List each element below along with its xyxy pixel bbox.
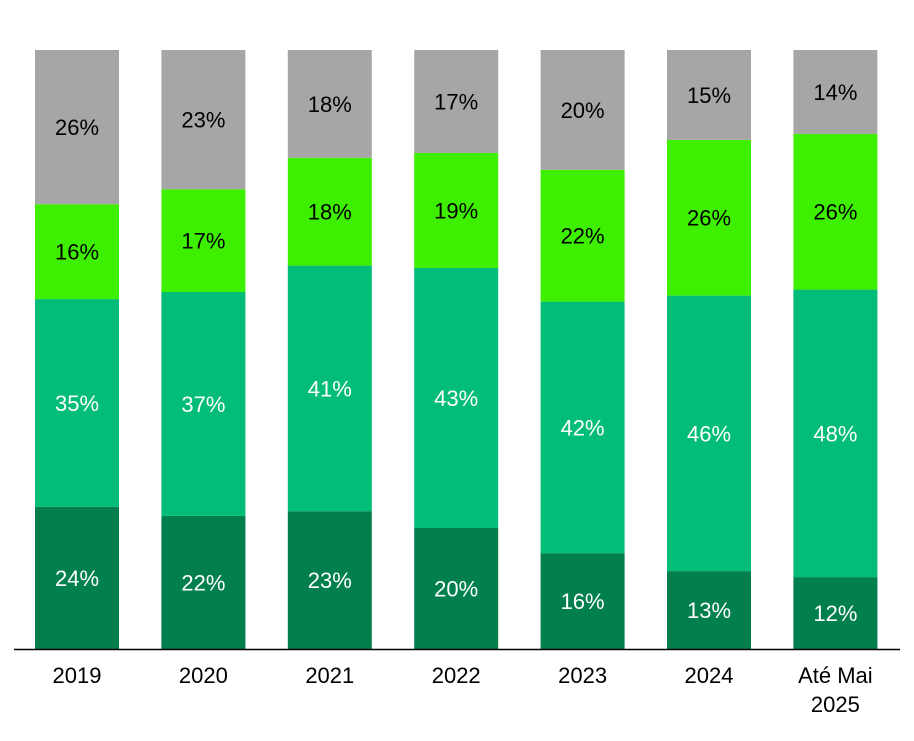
bar-segment: [287, 511, 372, 649]
data-label: 35%: [55, 391, 99, 416]
bar-segment: [35, 299, 119, 507]
x-tick-label: Até Mai: [798, 663, 873, 688]
bar-segment: [287, 157, 372, 266]
data-labels: 24% 35% 16% 26% 22% 37% 17% 23% 23% 41% 18% 18% 20% 4…: [55, 80, 857, 626]
bar-segment: [540, 50, 625, 170]
bar-segment: [793, 577, 878, 649]
x-tick-label: 2021: [305, 663, 354, 688]
data-label: 16%: [55, 240, 99, 265]
data-label: 20%: [434, 577, 478, 602]
data-label: 26%: [813, 200, 857, 225]
bar-segment: [793, 289, 878, 578]
data-label: 19%: [434, 198, 478, 223]
x-tick-label: 2020: [179, 663, 228, 688]
data-label: 22%: [561, 224, 605, 249]
data-label: 15%: [687, 83, 731, 108]
x-tick-label: 2019: [53, 663, 102, 688]
bar-segment: [287, 50, 372, 158]
data-label: 41%: [308, 376, 352, 401]
data-label: 16%: [561, 589, 605, 614]
bar-segment: [35, 50, 119, 205]
x-axis-tick-labels: 2019 2020 2021 2022 2023 2024 Até Mai 2025: [53, 663, 873, 717]
data-label: 17%: [434, 89, 478, 114]
bar-segment: [667, 50, 751, 140]
bar-segment: [793, 133, 878, 290]
data-label: 48%: [813, 421, 857, 446]
data-label: 26%: [55, 115, 99, 140]
x-tick-label: 2025: [811, 692, 860, 717]
data-label: 13%: [687, 598, 731, 623]
data-label: 26%: [687, 206, 731, 231]
bar-segment: [540, 553, 625, 649]
bar-segment: [161, 515, 246, 649]
data-label: 12%: [813, 601, 857, 626]
bar-segment: [35, 506, 119, 649]
x-tick-label: 2023: [558, 663, 607, 688]
bar-segment: [414, 528, 499, 649]
bar-segment: [414, 267, 499, 528]
bar-segment: [414, 50, 499, 153]
data-label: 18%: [308, 200, 352, 225]
bar-segments: [35, 50, 878, 649]
x-tick-label: 2022: [432, 663, 481, 688]
bar-segment: [540, 301, 625, 554]
data-label: 23%: [181, 108, 225, 133]
bar-segment: [287, 265, 372, 512]
data-label: 20%: [561, 98, 605, 123]
data-label: 18%: [308, 92, 352, 117]
bar-segment: [161, 50, 246, 190]
bar-segment: [35, 204, 119, 300]
data-label: 42%: [561, 415, 605, 440]
bar-segment: [540, 169, 625, 302]
bar-segment: [161, 189, 246, 293]
bar-segment: [161, 292, 246, 516]
data-label: 46%: [687, 421, 731, 446]
data-label: 43%: [434, 386, 478, 411]
bar-segment: [667, 571, 751, 649]
data-label: 37%: [181, 392, 225, 417]
x-tick-label: 2024: [685, 663, 734, 688]
data-label: 17%: [181, 229, 225, 254]
bar-segment: [414, 152, 499, 268]
bar-segment: [793, 50, 878, 134]
data-label: 23%: [308, 568, 352, 593]
bar-segment: [667, 295, 751, 572]
data-label: 22%: [181, 570, 225, 595]
data-label: 14%: [813, 80, 857, 105]
bar-segment: [667, 139, 751, 296]
data-label: 24%: [55, 566, 99, 591]
